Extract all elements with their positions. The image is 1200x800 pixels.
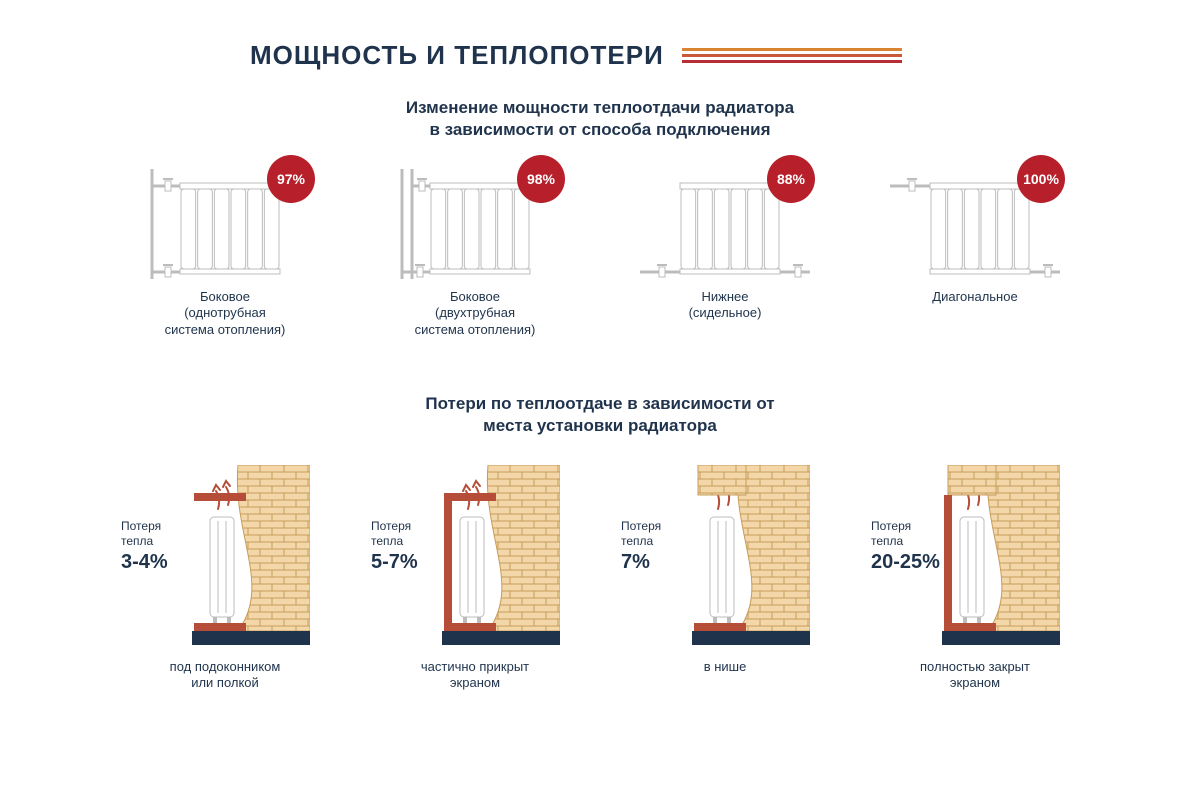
decorative-stripes [682, 48, 902, 63]
stripe-1 [682, 48, 902, 51]
section1-subtitle-l2: в зависимости от способа подключения [429, 120, 770, 139]
heat-loss-label: Потерятепла 20-25% [871, 519, 940, 574]
connection-type-cell: 100% Диагональное [865, 159, 1085, 338]
page-title: МОЩНОСТЬ И ТЕПЛОПОТЕРИ [250, 40, 664, 71]
efficiency-badge: 98% [517, 155, 565, 203]
heat-loss-percent: 3-4% [121, 550, 168, 574]
efficiency-badge: 97% [267, 155, 315, 203]
placement-cell: Потерятепла 7% в нише [615, 455, 835, 692]
radiator-diagram: 97% [115, 159, 335, 279]
placement-diagram: Потерятепла 5-7% [365, 455, 585, 645]
placement-cell: Потерятепла 5-7% частично прикрытэкраном [365, 455, 585, 692]
efficiency-badge: 100% [1017, 155, 1065, 203]
mini-radiator-icon [210, 517, 234, 625]
mini-radiator-icon [710, 517, 734, 625]
mini-radiator-icon [460, 517, 484, 625]
efficiency-badge: 88% [767, 155, 815, 203]
section2-subtitle: Потери по теплоотдаче в зависимости от м… [60, 393, 1140, 437]
heat-loss-percent: 5-7% [371, 550, 418, 574]
heat-loss-percent: 7% [621, 550, 661, 574]
placement-cell: Потерятепла 3-4% под подоконникомили пол… [115, 455, 335, 692]
radiator-diagram: 88% [615, 159, 835, 279]
header: МОЩНОСТЬ И ТЕПЛОПОТЕРИ [250, 40, 1140, 71]
placement-caption: частично прикрытэкраном [365, 659, 585, 692]
wall-scene-icon [640, 465, 810, 645]
heat-loss-label: Потерятепла 3-4% [121, 519, 168, 574]
section1-subtitle-l1: Изменение мощности теплоотдачи радиатора [406, 98, 794, 117]
connection-type-cell: 88% Нижнее(сидельное) [615, 159, 835, 338]
connection-caption: Боковое(двухтрубнаясистема отопления) [365, 289, 585, 338]
placement-diagram: Потерятепла 7% [615, 455, 835, 645]
connection-type-cell: 97% Боковое(однотрубнаясистема отопления… [115, 159, 335, 338]
heat-loss-label: Потерятепла 5-7% [371, 519, 418, 574]
placement-caption: под подоконникомили полкой [115, 659, 335, 692]
mini-radiator-icon [960, 517, 984, 625]
radiator-diagram: 98% [365, 159, 585, 279]
placement-diagram: Потерятепла 20-25% [865, 455, 1085, 645]
connection-caption: Боковое(однотрубнаясистема отопления) [115, 289, 335, 338]
stripe-2 [682, 54, 902, 57]
heat-loss-label: Потерятепла 7% [621, 519, 661, 574]
connection-caption: Диагональное [865, 289, 1085, 305]
heat-loss-percent: 20-25% [871, 550, 940, 574]
section2-subtitle-l1: Потери по теплоотдаче в зависимости от [425, 394, 774, 413]
placement-caption: полностью закрытэкраном [865, 659, 1085, 692]
section2-row: Потерятепла 3-4% под подоконникомили пол… [60, 455, 1140, 692]
radiator-diagram: 100% [865, 159, 1085, 279]
stripe-3 [682, 60, 902, 63]
section1-subtitle: Изменение мощности теплоотдачи радиатора… [60, 97, 1140, 141]
connection-caption: Нижнее(сидельное) [615, 289, 835, 322]
placement-cell: Потерятепла 20-25% полностью закрытэкран… [865, 455, 1085, 692]
section2: Потери по теплоотдаче в зависимости от м… [60, 393, 1140, 692]
placement-caption: в нише [615, 659, 835, 675]
section1-row: 97% Боковое(однотрубнаясистема отопления… [60, 159, 1140, 338]
section2-subtitle-l2: места установки радиатора [483, 416, 717, 435]
connection-type-cell: 98% Боковое(двухтрубнаясистема отопления… [365, 159, 585, 338]
placement-diagram: Потерятепла 3-4% [115, 455, 335, 645]
